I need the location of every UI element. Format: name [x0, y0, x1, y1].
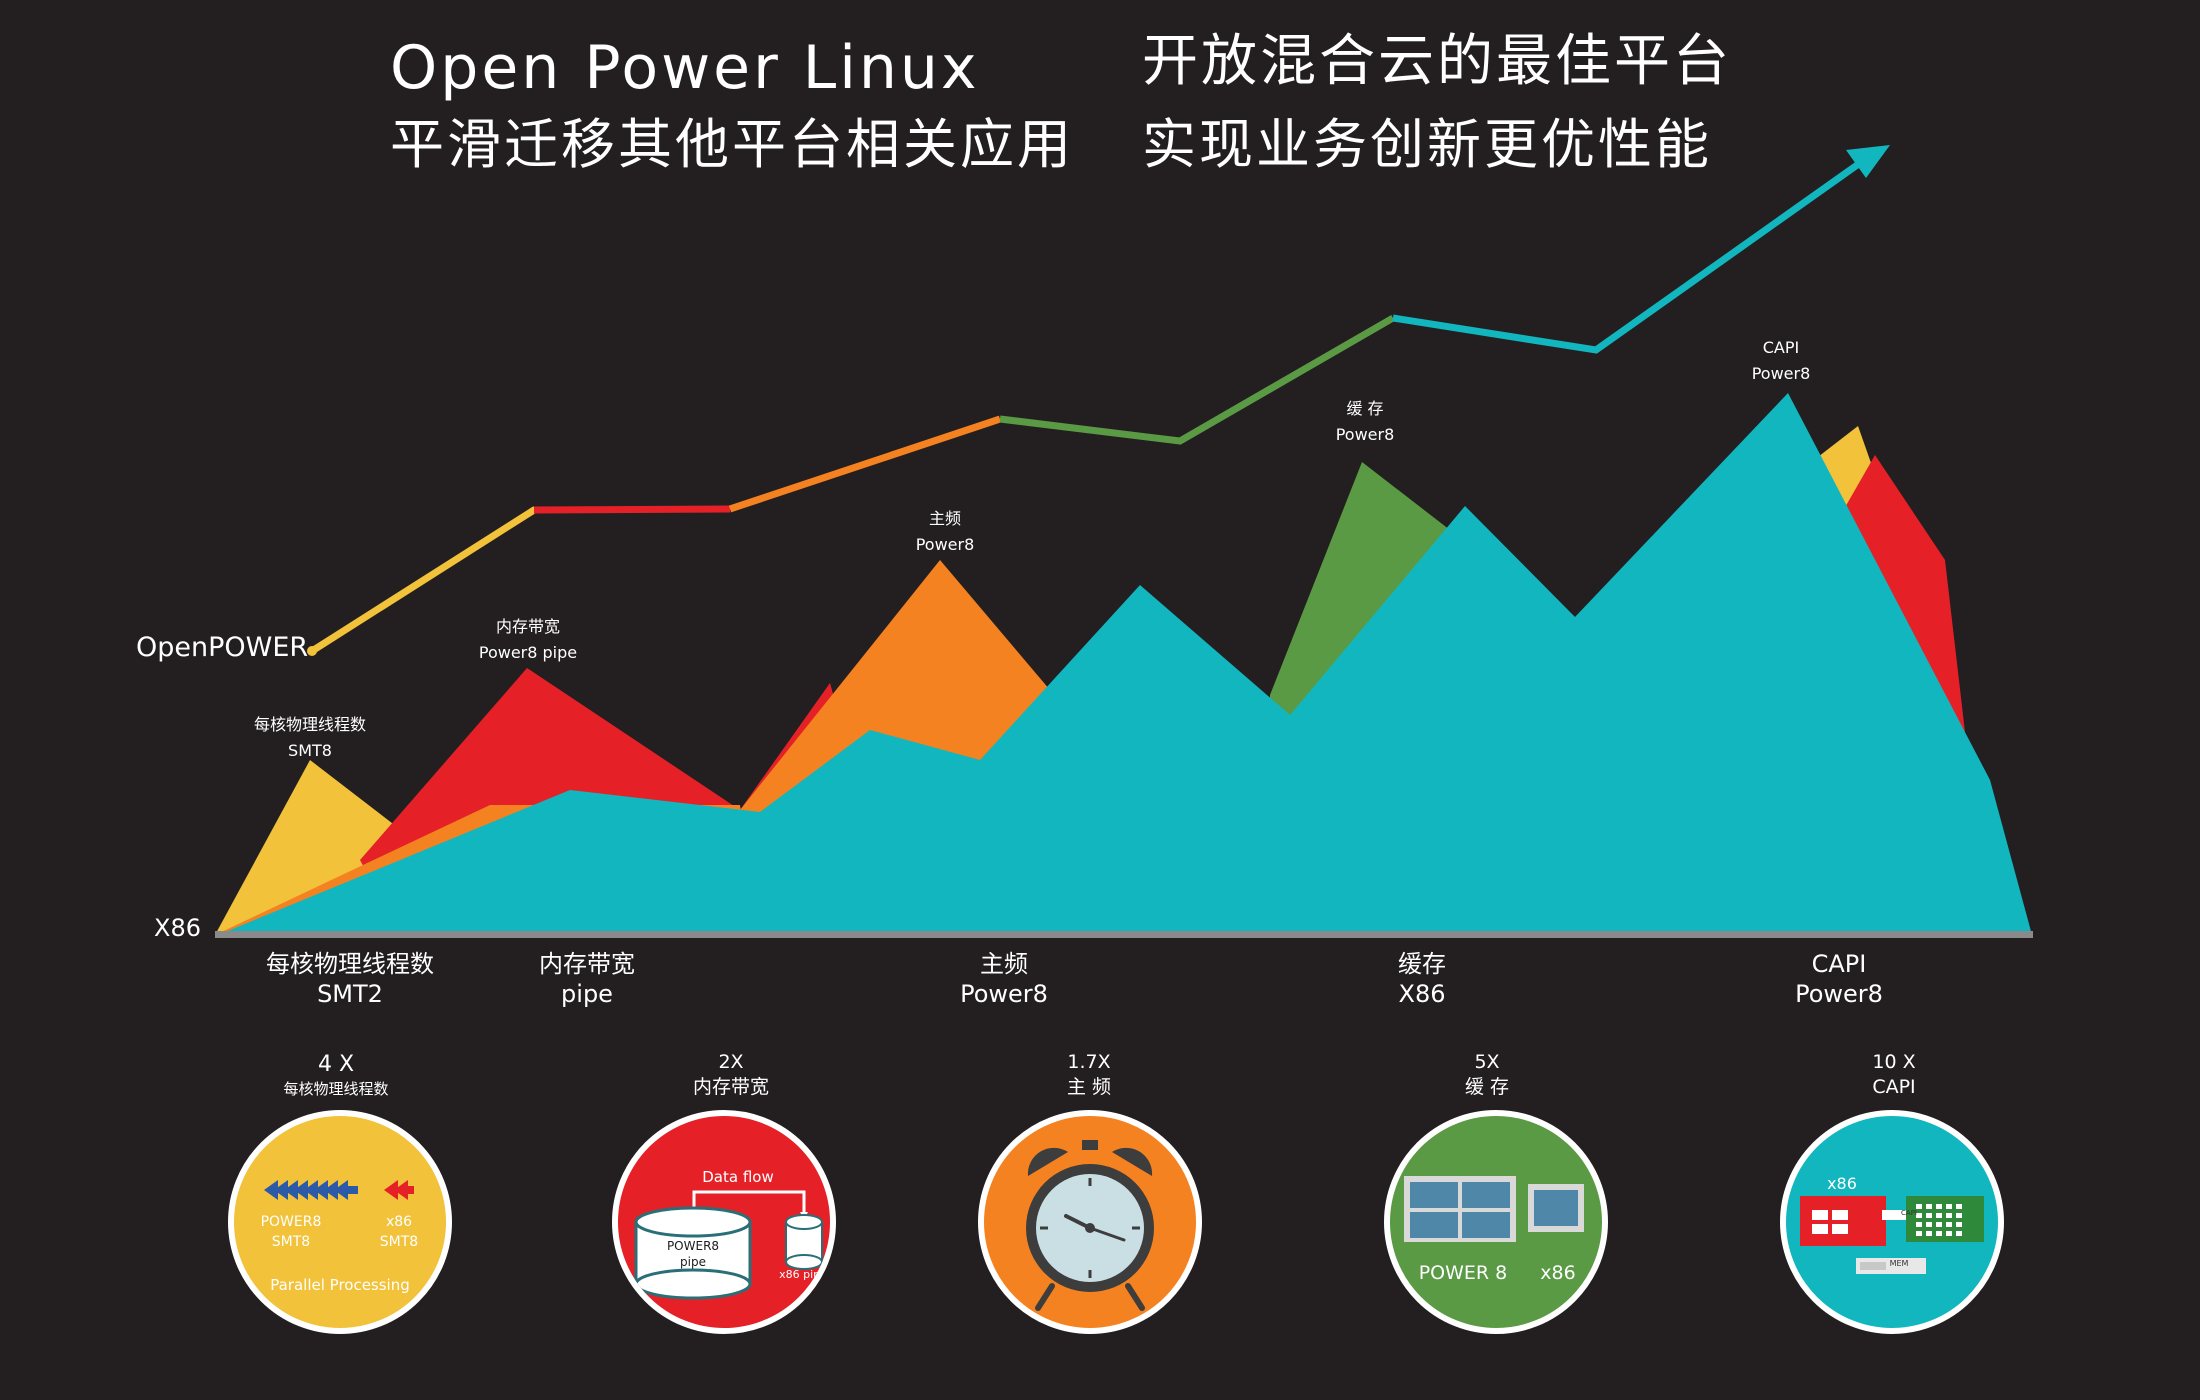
area-teal-x86 — [218, 393, 2032, 935]
peak-label-cache-line1: 缓 存 — [1346, 399, 1384, 418]
badge-name-smt: 每核物理线程数 — [283, 1080, 389, 1098]
peak-label-cache: 缓 存 Power8 — [1285, 396, 1445, 448]
badge-caption-frequency: 1.7X 主 频 — [969, 1050, 1209, 1100]
peak-label-capi-line1: CAPI — [1762, 338, 1800, 357]
badge-factor-frequency: 1.7X — [1067, 1051, 1111, 1073]
badge-capi-tag: x86 — [1827, 1174, 1857, 1193]
axis-label-capi-line2: Power8 — [1795, 980, 1883, 1008]
axis-label-capi: CAPI Power8 — [1719, 949, 1959, 1009]
badge-capi-card-a: CAPI — [1901, 1209, 1917, 1217]
badge-smt: POWER8 SMT8 x86 SMT8 Parallel Processing — [228, 1110, 452, 1334]
growth-arrow-head — [1846, 145, 1890, 178]
memory-pipe-icon — [634, 1190, 823, 1300]
parallel-arrows-icon — [264, 1180, 414, 1200]
peak-label-smt-line2: SMT8 — [288, 741, 332, 760]
axis-label-cache-line1: 缓存 — [1398, 950, 1446, 978]
badge-cache-left: POWER 8 — [1418, 1262, 1508, 1284]
badge-factor-cache: 5X — [1474, 1051, 1500, 1073]
badge-caption-memory: 2X 内存带宽 — [611, 1050, 851, 1100]
growth-line-orange — [728, 415, 1002, 513]
badge-caption-cache: 5X 缓 存 — [1367, 1050, 1607, 1100]
alarm-clock-icon — [1026, 1140, 1154, 1311]
badge-memory-big-line2: pipe — [680, 1255, 706, 1269]
peak-label-capi: CAPI Power8 — [1701, 335, 1861, 387]
badge-caption-capi: 10 X CAPI — [1774, 1050, 2014, 1100]
badge-capi-card-b: MEM — [1889, 1259, 1909, 1268]
badge-smt-left-line1: POWER8 — [260, 1214, 322, 1230]
badge-factor-memory: 2X — [718, 1051, 744, 1073]
growth-line-green — [999, 314, 1395, 445]
badge-smt-right: x86 SMT8 — [374, 1212, 424, 1252]
badge-name-cache: 缓 存 — [1464, 1076, 1510, 1098]
series-label-x86: X86 — [154, 914, 201, 942]
badge-smt-left: POWER8 SMT8 — [256, 1212, 326, 1252]
processor-chip-icon — [1404, 1176, 1584, 1242]
axis-label-smt-line2: SMT2 — [317, 980, 383, 1008]
growth-line-red — [533, 505, 731, 514]
growth-line-yellow — [308, 506, 538, 655]
badge-smt-caption: Parallel Processing — [270, 1276, 410, 1294]
badge-factor-capi: 10 X — [1872, 1051, 1916, 1073]
peak-label-memory-line1: 内存带宽 — [495, 617, 560, 636]
axis-label-memory-line2: pipe — [561, 980, 613, 1008]
header-title-right-line1: 开放混合云的最佳平台 — [1142, 29, 1732, 94]
header-title-right-line2: 实现业务创新更优性能 — [1142, 113, 1712, 176]
badge-memory: Data flow POWER8 pipe x86 pipe — [612, 1110, 836, 1334]
badge-memory-small: x86 pipe — [779, 1268, 827, 1281]
badge-memory-big-line1: POWER8 — [666, 1239, 720, 1253]
badge-name-capi: CAPI — [1872, 1076, 1916, 1098]
baseline-axis — [215, 931, 2033, 938]
peak-label-frequency-line1: 主频 — [928, 509, 961, 528]
axis-label-frequency: 主频 Power8 — [884, 949, 1124, 1009]
axis-label-cache: 缓存 X86 — [1302, 949, 1542, 1009]
growth-line-teal — [1392, 160, 1863, 354]
axis-label-frequency-line1: 主频 — [980, 950, 1028, 978]
badge-memory-flow: Data flow — [702, 1168, 774, 1186]
peak-label-memory-line2: Power8 pipe — [478, 643, 578, 662]
peak-label-memory: 内存带宽 Power8 pipe — [448, 614, 608, 666]
badge-factor-smt: 4 X — [317, 1052, 355, 1077]
header-title-left-line2: 平滑迁移其他平台相关应用 — [390, 113, 1074, 176]
peak-label-smt-line1: 每核物理线程数 — [253, 715, 366, 734]
badge-frequency — [978, 1110, 1202, 1334]
peak-label-capi-line2: Power8 — [1751, 364, 1811, 383]
peak-label-smt: 每核物理线程数 SMT8 — [230, 712, 390, 764]
header-title-left-line1: Open Power Linux — [390, 33, 980, 103]
capi-card-icon — [1800, 1196, 1984, 1274]
axis-label-cache-line2: X86 — [1398, 980, 1446, 1008]
badge-capi: x86 CAPI MEM — [1780, 1110, 2004, 1334]
axis-label-memory-line1: 内存带宽 — [539, 950, 635, 978]
peak-label-frequency-line2: Power8 — [915, 535, 975, 554]
axis-label-frequency-line2: Power8 — [960, 980, 1048, 1008]
peak-label-frequency: 主频 Power8 — [865, 506, 1025, 558]
series-label-openpower: OpenPOWER — [136, 632, 309, 663]
badge-smt-right-line1: x86 — [385, 1214, 413, 1230]
badge-cache-right: x86 — [1540, 1262, 1576, 1284]
axis-label-memory: 内存带宽 pipe — [467, 949, 707, 1009]
badge-memory-big: POWER8 pipe — [638, 1238, 748, 1270]
axis-label-capi-line1: CAPI — [1811, 950, 1867, 978]
badge-smt-left-line2: SMT8 — [271, 1234, 311, 1250]
growth-line-start-dot — [307, 646, 317, 656]
axis-label-smt: 每核物理线程数 SMT2 — [230, 949, 470, 1009]
badge-name-frequency: 主 频 — [1066, 1076, 1112, 1098]
badge-cache: POWER 8 x86 — [1384, 1110, 1608, 1334]
badge-name-memory: 内存带宽 — [692, 1076, 769, 1098]
peak-label-cache-line2: Power8 — [1335, 425, 1395, 444]
axis-label-smt-line1: 每核物理线程数 — [266, 950, 434, 978]
badge-smt-right-line2: SMT8 — [379, 1234, 419, 1250]
badge-caption-smt: 4 X 每核物理线程数 — [216, 1052, 456, 1102]
